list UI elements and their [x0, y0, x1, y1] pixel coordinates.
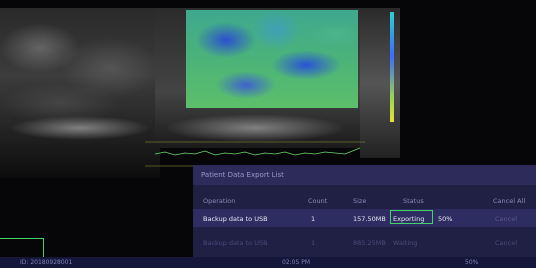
status-bar: ID: 20180928001 02:05 PM 50% — [0, 257, 536, 268]
size: 157.50MB — [353, 215, 386, 223]
ultrasound-screen: Patient Data Export List Operation Count… — [0, 0, 536, 268]
status: Waiting — [393, 239, 417, 247]
elastography-map — [186, 10, 358, 108]
battery-level: 50% — [465, 257, 478, 268]
trace — [155, 148, 360, 155]
patient-id: ID: 20180928001 — [20, 257, 72, 268]
count: 1 — [311, 239, 315, 247]
count: 1 — [311, 215, 315, 223]
column-header: Count — [308, 197, 327, 205]
operation: Backup data to USB — [203, 239, 268, 247]
ultrasound-image — [360, 8, 400, 158]
column-header: Status — [403, 197, 424, 205]
cancel-button[interactable]: Cancel — [495, 215, 517, 223]
dialog-title: Patient Data Export List — [193, 165, 536, 185]
progress: 50% — [438, 215, 452, 223]
ultrasound-image — [0, 8, 160, 178]
operation: Backup data to USB — [203, 215, 268, 223]
column-header: Size — [353, 197, 366, 205]
status-highlight — [390, 210, 433, 224]
clock: 02:05 PM — [282, 257, 310, 268]
cancel-button[interactable]: Cancel — [495, 239, 517, 247]
export-dialog: Patient Data Export List Operation Count… — [193, 165, 536, 257]
color-bar — [390, 12, 394, 122]
column-header: Operation — [203, 197, 235, 205]
cancel-all-button[interactable]: Cancel All — [493, 197, 525, 205]
size: 885.25MB — [353, 239, 386, 247]
